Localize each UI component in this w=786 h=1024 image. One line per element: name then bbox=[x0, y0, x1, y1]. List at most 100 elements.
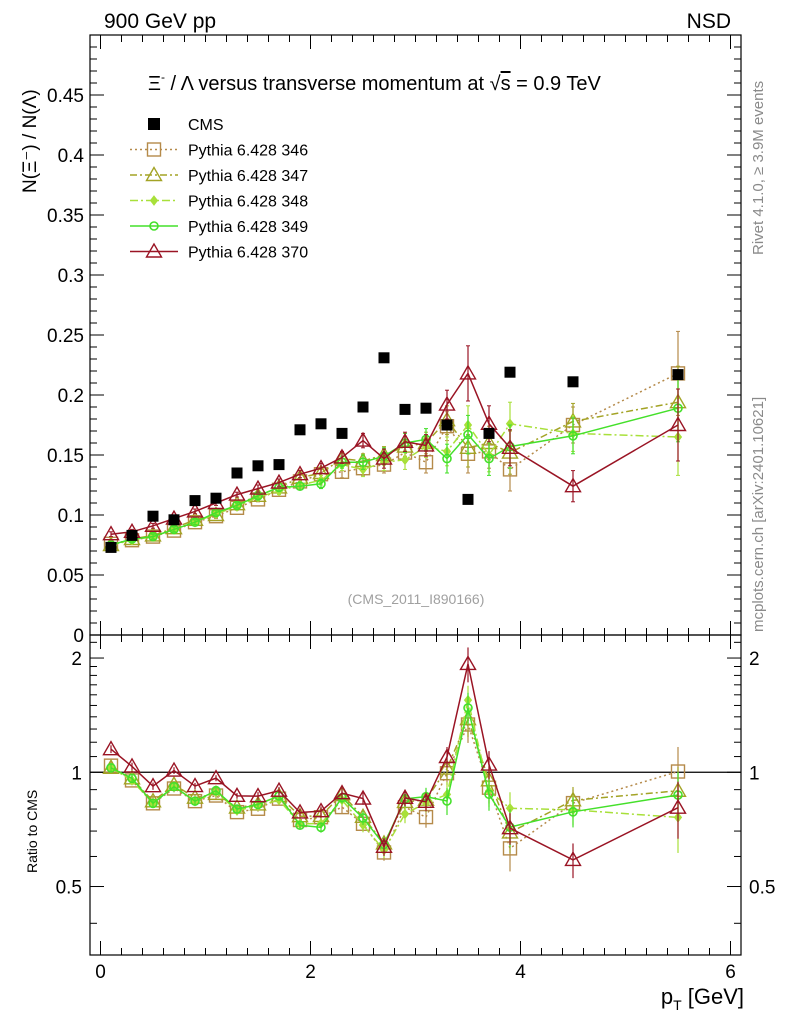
y-tick-label: 0.45 bbox=[47, 86, 84, 107]
ratio-point bbox=[249, 787, 267, 803]
cms-point bbox=[168, 514, 180, 526]
series-point bbox=[501, 438, 519, 454]
ratio-point bbox=[207, 769, 225, 785]
ratio-point bbox=[438, 759, 456, 775]
ratio-point bbox=[484, 789, 494, 800]
title-xi: Ξ bbox=[148, 73, 161, 95]
ratio-y-tick-label: 2 bbox=[71, 649, 82, 670]
series-point bbox=[312, 459, 330, 475]
series-point bbox=[442, 453, 452, 464]
series-point bbox=[249, 479, 267, 495]
ratio-y-tick-label-right: 2 bbox=[749, 649, 760, 670]
legend-label: Pythia 6.428 346 bbox=[188, 143, 308, 160]
series-point bbox=[102, 525, 120, 541]
series-point bbox=[459, 364, 477, 380]
series-point bbox=[270, 473, 288, 489]
ratio-point bbox=[568, 807, 578, 817]
ratio-point bbox=[270, 781, 288, 797]
legend-marker-cms bbox=[148, 118, 160, 130]
ratio-point bbox=[148, 798, 158, 809]
ratio-series-line bbox=[110, 700, 679, 852]
series-point bbox=[291, 465, 309, 481]
ratio-point bbox=[165, 761, 183, 777]
ratio-point bbox=[253, 799, 263, 810]
cms-data bbox=[105, 352, 684, 553]
title-sqrt-arg: s bbox=[501, 73, 511, 95]
ratio-y-axis-label: Ratio to CMS bbox=[24, 790, 40, 873]
ratio-point bbox=[291, 803, 309, 819]
legend-marker bbox=[145, 166, 163, 182]
series-point bbox=[232, 500, 242, 511]
cms-point bbox=[189, 495, 201, 507]
series-point bbox=[316, 478, 326, 489]
ratio-y-tick-label-right: 0.5 bbox=[749, 878, 775, 899]
legend-label: Pythia 6.428 348 bbox=[188, 194, 308, 211]
ratio-point bbox=[354, 789, 372, 805]
series-line bbox=[110, 401, 679, 546]
ratio-axis-ticks: 0.5 0.5 1 1 2 2 bbox=[56, 641, 775, 924]
series-point bbox=[568, 430, 578, 441]
series-point bbox=[354, 431, 372, 447]
ratio-point bbox=[375, 837, 393, 853]
series-point bbox=[169, 524, 179, 535]
y-tick-label: 0.05 bbox=[47, 566, 84, 587]
series-point bbox=[358, 457, 368, 468]
ratio-point bbox=[396, 788, 414, 805]
ratio-y-tick-label: 0.5 bbox=[56, 878, 82, 899]
legend-marker bbox=[145, 242, 163, 258]
title-rest: / Λ versus transverse momentum at bbox=[165, 73, 490, 95]
legend-marker bbox=[149, 195, 159, 206]
ratio-point bbox=[459, 655, 477, 671]
cms-point bbox=[126, 529, 138, 541]
cms-point bbox=[567, 376, 579, 388]
series-point bbox=[484, 453, 494, 464]
ratio-point bbox=[480, 755, 498, 771]
x-tick-label: 6 bbox=[725, 962, 736, 983]
series-point bbox=[375, 449, 393, 465]
ratio-y-tick-label-right: 1 bbox=[749, 763, 760, 784]
ratio-point bbox=[144, 777, 162, 793]
cms-point bbox=[462, 493, 474, 505]
x-tick-label: 2 bbox=[305, 962, 316, 983]
ratio-point bbox=[145, 796, 161, 811]
series-point bbox=[333, 448, 351, 464]
cms-point bbox=[357, 401, 369, 413]
x-axis-label: pT [GeV] bbox=[661, 984, 744, 1013]
series-line bbox=[110, 407, 679, 546]
cms-point bbox=[672, 369, 684, 381]
cms-point bbox=[399, 403, 411, 415]
title-sqrt-sign: √ bbox=[490, 73, 501, 95]
series-point bbox=[228, 485, 246, 501]
cms-point bbox=[294, 424, 306, 436]
series-point bbox=[396, 432, 414, 448]
cms-point bbox=[147, 510, 159, 522]
ratio-point bbox=[211, 785, 221, 796]
cms-point bbox=[336, 427, 348, 439]
cms-point bbox=[504, 366, 516, 378]
ratio-point bbox=[333, 784, 351, 800]
cms-point bbox=[252, 460, 264, 472]
ratio-point bbox=[295, 820, 305, 831]
series-point bbox=[190, 517, 200, 528]
legend: CMS Pythia 6.428 346 Pythia 6.428 347 Pythi… bbox=[130, 117, 308, 262]
ratio-point bbox=[438, 748, 456, 764]
series-line bbox=[110, 371, 679, 535]
cms-point bbox=[231, 467, 243, 479]
ratio-series-line bbox=[110, 717, 679, 845]
cms-point bbox=[273, 459, 285, 471]
ratio-point bbox=[228, 786, 246, 803]
x-tick-label: 0 bbox=[95, 962, 106, 983]
series-point bbox=[438, 395, 456, 411]
cms-point bbox=[105, 541, 117, 553]
legend-marker bbox=[146, 142, 162, 157]
ratio-point bbox=[564, 850, 582, 867]
ratio-point bbox=[358, 813, 368, 823]
ratio-point bbox=[463, 703, 473, 713]
series-point bbox=[400, 454, 410, 466]
series-point bbox=[144, 516, 162, 532]
y-tick-label: 0 bbox=[73, 626, 84, 647]
ratio-point bbox=[669, 798, 687, 814]
ratio-point bbox=[400, 808, 410, 820]
main-axis-ticks: 00.050.10.150.20.250.30.350.40.450 2 4 6 bbox=[47, 35, 741, 983]
